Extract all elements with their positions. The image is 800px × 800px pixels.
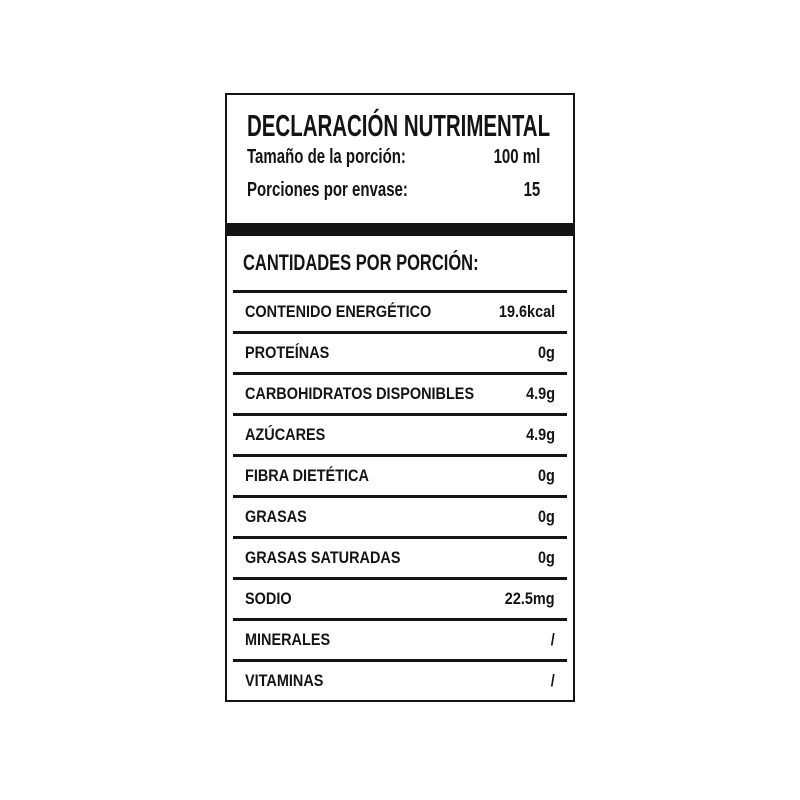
table-row-sodium: SODIO 22.5mg	[233, 577, 567, 618]
row-label: GRASAS SATURADAS	[245, 548, 401, 567]
section-heading-area: CANTIDADES POR PORCIÓN:	[227, 236, 573, 290]
label-title: DECLARACIÓN NUTRIMENTAL	[247, 110, 550, 141]
serving-size-label: Tamaño de la porción:	[247, 146, 406, 168]
row-label: CARBOHIDRATOS DISPONIBLES	[245, 384, 475, 403]
row-value: 0g	[538, 548, 555, 567]
row-label: MINERALES	[245, 630, 331, 649]
row-label: VITAMINAS	[245, 671, 324, 690]
row-label: PROTEÍNAS	[245, 343, 330, 362]
label-title-text: DECLARACIÓN NUTRIMENTAL	[247, 108, 551, 143]
row-value: 0g	[538, 507, 555, 526]
row-label: SODIO	[245, 589, 292, 608]
table-row-vitamins: VITAMINAS /	[233, 659, 567, 700]
nutrition-table: CONTENIDO ENERGÉTICO 19.6kcal PROTEÍNAS …	[233, 290, 567, 700]
row-value: /	[550, 630, 555, 649]
table-row-fat: GRASAS 0g	[233, 495, 567, 536]
table-row-carbohydrates: CARBOHIDRATOS DISPONIBLES 4.9g	[233, 372, 567, 413]
servings-per-container-row: Porciones por envase: 15	[247, 174, 540, 207]
table-row-minerals: MINERALES /	[233, 618, 567, 659]
row-label: AZÚCARES	[245, 425, 326, 444]
label-header: DECLARACIÓN NUTRIMENTAL Tamaño de la por…	[227, 95, 573, 223]
table-row-sugars: AZÚCARES 4.9g	[233, 413, 567, 454]
row-label: GRASAS	[245, 507, 307, 526]
table-row-energy: CONTENIDO ENERGÉTICO 19.6kcal	[233, 290, 567, 331]
serving-size-value: 100 ml	[493, 146, 540, 168]
row-value: 4.9g	[526, 384, 555, 403]
row-value: /	[550, 671, 555, 690]
serving-size-row: Tamaño de la porción: 100 ml	[247, 141, 540, 174]
row-label: CONTENIDO ENERGÉTICO	[245, 302, 432, 321]
section-heading-text: CANTIDADES POR PORCIÓN:	[243, 250, 479, 275]
servings-per-container-label: Porciones por envase:	[247, 179, 408, 201]
table-row-protein: PROTEÍNAS 0g	[233, 331, 567, 372]
table-row-fiber: FIBRA DIETÉTICA 0g	[233, 454, 567, 495]
row-value: 4.9g	[526, 425, 555, 444]
row-value: 0g	[538, 466, 555, 485]
table-row-saturated-fat: GRASAS SATURADAS 0g	[233, 536, 567, 577]
row-value: 19.6kcal	[498, 302, 555, 321]
section-heading: CANTIDADES POR PORCIÓN:	[243, 250, 557, 276]
row-label: FIBRA DIETÉTICA	[245, 466, 369, 485]
servings-per-container-value: 15	[523, 179, 540, 201]
row-value: 22.5mg	[505, 589, 555, 608]
row-value: 0g	[538, 343, 555, 362]
nutrition-label: DECLARACIÓN NUTRIMENTAL Tamaño de la por…	[225, 93, 575, 702]
section-divider-bar	[225, 223, 575, 236]
